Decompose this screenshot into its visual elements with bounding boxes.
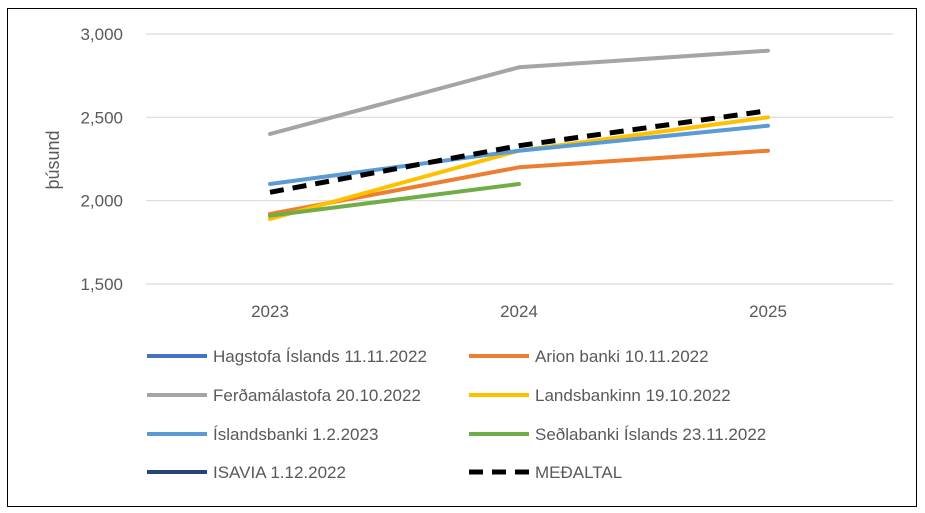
- y-tick-label: 2,000: [80, 192, 123, 211]
- legend-label: Landsbankinn 19.10.2022: [535, 386, 731, 405]
- series-line-5: [268, 182, 521, 218]
- y-axis-label: þúsund: [43, 130, 63, 189]
- series-line-4: [268, 123, 770, 186]
- x-tick-label: 2023: [251, 302, 289, 321]
- x-tick-label: 2025: [749, 302, 787, 321]
- legend-label: Seðlabanki Íslands 23.11.2022: [535, 425, 766, 444]
- x-tick-labels: 2023 2024 2025: [251, 302, 787, 321]
- x-tick-label: 2024: [500, 302, 538, 321]
- legend-label: Hagstofa Íslands 11.11.2022: [213, 347, 427, 366]
- legend-label: ISAVIA 1.12.2022: [213, 463, 346, 482]
- gridlines: [146, 33, 893, 285]
- y-tick-label: 2,500: [80, 108, 123, 127]
- y-tick-label: 1,500: [80, 275, 123, 294]
- legend-label: Ferðamálastofa 20.10.2022: [213, 386, 421, 405]
- series-lines: [268, 48, 770, 221]
- legend-label: Arion banki 10.11.2022: [535, 347, 709, 366]
- legend-label: MEÐALTAL: [535, 463, 622, 482]
- chart-frame: [7, 8, 917, 507]
- legend-label: Íslandsbanki 1.2.2023: [213, 425, 378, 444]
- series-line-1: [268, 148, 770, 216]
- y-tick-labels: 1,500 2,000 2,500 3,000: [80, 25, 123, 294]
- y-tick-label: 3,000: [80, 25, 123, 44]
- series-line-7: [269, 108, 769, 195]
- legend: Hagstofa Íslands 11.11.2022 Arion banki 1…: [147, 347, 766, 482]
- series-line-2: [268, 48, 770, 136]
